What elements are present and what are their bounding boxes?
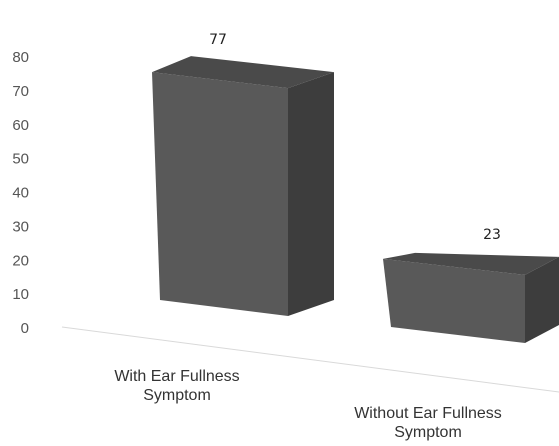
chart-baseline bbox=[61, 326, 559, 393]
data-labels: 77 23 bbox=[209, 32, 501, 243]
x-axis-categories: With Ear Fullness Symptom Without Ear Full… bbox=[114, 368, 501, 441]
bar-top-face bbox=[152, 56, 334, 89]
x-category-label: With Ear Fullness Symptom bbox=[114, 368, 239, 404]
data-label: 77 bbox=[209, 32, 227, 48]
bar-front-face bbox=[383, 258, 525, 343]
bar-side-face bbox=[525, 256, 559, 343]
y-tick-label: 80 bbox=[12, 49, 29, 66]
bar bbox=[383, 252, 559, 343]
y-tick-label: 30 bbox=[12, 218, 29, 235]
y-tick-label: 0 bbox=[21, 320, 29, 337]
data-label: 23 bbox=[483, 227, 501, 243]
bar bbox=[152, 56, 334, 316]
x-category-label: Without Ear Fullness Symptom bbox=[354, 405, 502, 441]
y-tick-label: 60 bbox=[12, 117, 29, 134]
bar-top-face bbox=[383, 252, 559, 275]
y-tick-label: 70 bbox=[12, 83, 29, 100]
y-tick-label: 20 bbox=[12, 252, 29, 269]
bars bbox=[152, 56, 559, 343]
y-axis: 0 10 20 30 40 50 60 70 80 bbox=[12, 49, 29, 337]
bar-front-face bbox=[152, 72, 288, 316]
y-tick-label: 50 bbox=[12, 151, 29, 168]
y-tick-label: 10 bbox=[12, 286, 29, 303]
y-tick-label: 40 bbox=[12, 185, 29, 202]
bar-side-face bbox=[288, 72, 334, 316]
